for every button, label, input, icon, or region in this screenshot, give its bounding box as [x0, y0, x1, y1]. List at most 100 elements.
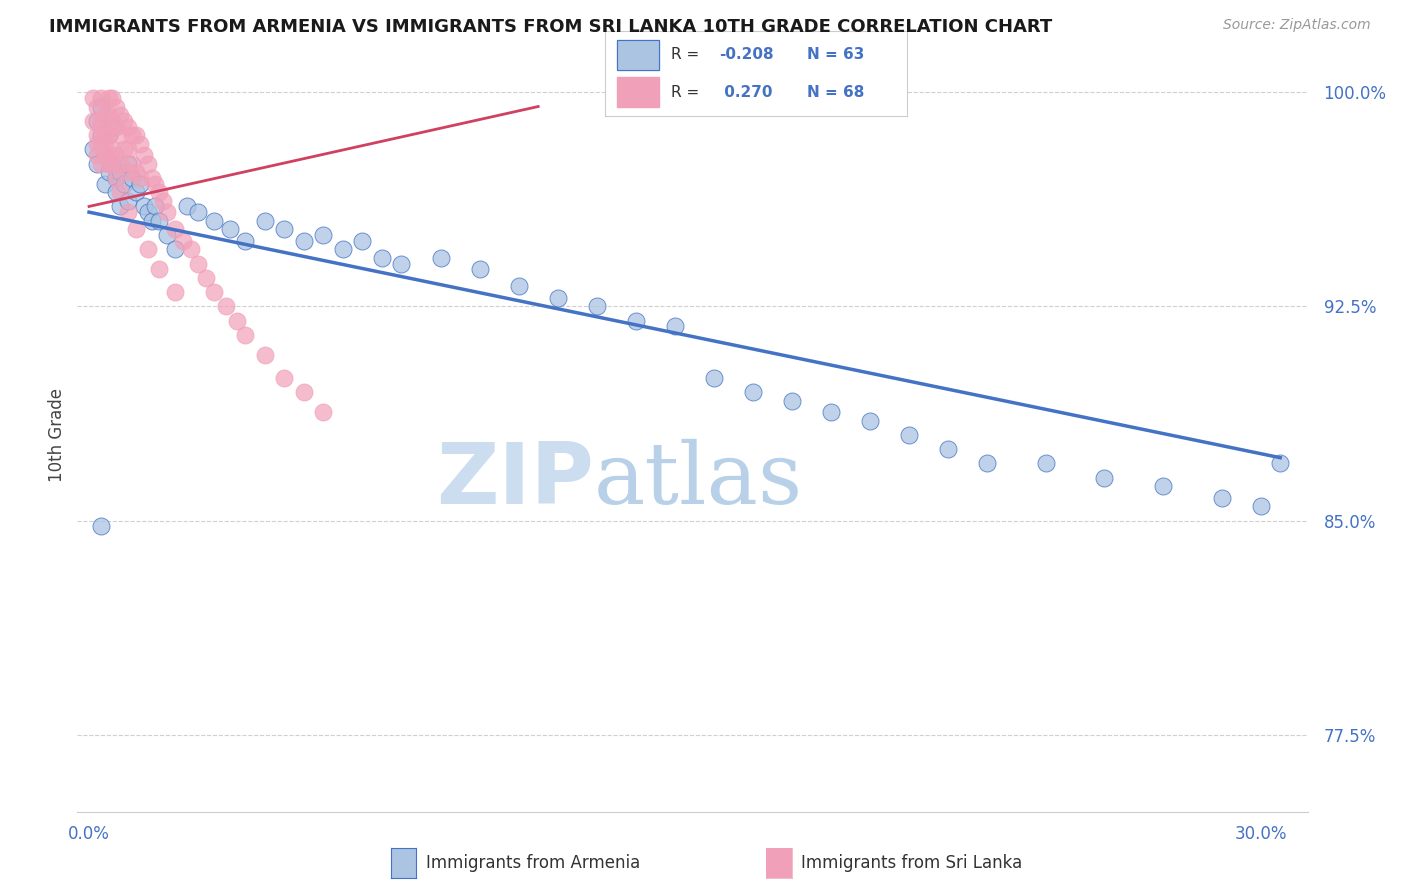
Point	[86, 156, 108, 170]
Point	[117, 165, 139, 179]
Point	[332, 242, 354, 256]
Point	[936, 442, 959, 457]
Point	[898, 427, 921, 442]
Point	[90, 113, 112, 128]
Point	[97, 108, 120, 122]
Bar	[617, 77, 659, 108]
Point	[163, 285, 186, 299]
Text: 0.270: 0.270	[720, 85, 773, 100]
Point	[226, 313, 249, 327]
Point	[273, 222, 295, 236]
Text: IMMIGRANTS FROM ARMENIA VS IMMIGRANTS FROM SRI LANKA 10TH GRADE CORRELATION CHAR: IMMIGRANTS FROM ARMENIA VS IMMIGRANTS FR…	[49, 18, 1053, 36]
Point	[152, 194, 174, 208]
Point	[117, 194, 139, 208]
Point	[112, 177, 135, 191]
Point	[90, 136, 112, 151]
Text: Immigrants from Armenia: Immigrants from Armenia	[426, 854, 640, 871]
Y-axis label: 10th Grade: 10th Grade	[48, 388, 66, 482]
Point	[136, 156, 159, 170]
Point	[1152, 479, 1174, 493]
Point	[101, 156, 124, 170]
Point	[90, 91, 112, 105]
Point	[1211, 491, 1233, 505]
Point	[86, 99, 108, 113]
Point	[429, 251, 451, 265]
Point	[468, 262, 491, 277]
Point	[101, 156, 124, 170]
Point	[93, 177, 115, 191]
Point	[742, 384, 765, 399]
Text: R =: R =	[671, 85, 699, 100]
Point	[82, 142, 104, 156]
Point	[125, 128, 148, 142]
Point	[110, 199, 132, 213]
Point	[218, 222, 240, 236]
Text: Immigrants from Sri Lanka: Immigrants from Sri Lanka	[801, 854, 1022, 871]
Point	[97, 165, 120, 179]
Point	[624, 313, 647, 327]
Point	[202, 285, 225, 299]
Point	[1035, 457, 1057, 471]
Point	[86, 128, 108, 142]
Text: Source: ZipAtlas.com: Source: ZipAtlas.com	[1223, 18, 1371, 32]
Point	[97, 91, 120, 105]
Point	[156, 227, 179, 242]
Point	[547, 291, 569, 305]
Point	[125, 165, 148, 179]
Point	[128, 136, 150, 151]
Point	[145, 177, 167, 191]
Point	[820, 405, 842, 419]
Point	[110, 185, 132, 199]
Point	[90, 519, 112, 533]
Point	[233, 234, 256, 248]
Text: ZIP: ZIP	[436, 439, 595, 522]
Point	[90, 128, 112, 142]
Point	[93, 148, 115, 162]
Point	[128, 177, 150, 191]
Point	[253, 348, 276, 362]
Point	[105, 170, 128, 185]
Point	[292, 234, 315, 248]
Point	[112, 113, 135, 128]
Point	[117, 120, 139, 134]
Point	[172, 234, 194, 248]
Point	[128, 170, 150, 185]
Point	[292, 384, 315, 399]
Point	[117, 142, 139, 156]
Point	[121, 170, 143, 185]
Point	[93, 136, 115, 151]
Point	[136, 205, 159, 219]
Text: R =: R =	[671, 47, 699, 62]
Point	[141, 213, 163, 227]
Point	[93, 108, 115, 122]
Point	[136, 242, 159, 256]
Point	[202, 213, 225, 227]
Point	[90, 99, 112, 113]
Point	[110, 165, 132, 179]
Point	[110, 156, 132, 170]
Point	[132, 199, 155, 213]
Point	[1250, 500, 1272, 514]
Point	[97, 148, 120, 162]
Point	[86, 136, 108, 151]
Point	[110, 128, 132, 142]
Point	[253, 213, 276, 227]
Point	[86, 148, 108, 162]
Point	[312, 227, 335, 242]
Point	[141, 170, 163, 185]
Point	[97, 128, 120, 142]
Point	[1270, 457, 1292, 471]
Text: N = 63: N = 63	[807, 47, 865, 62]
Point	[121, 156, 143, 170]
Point	[93, 128, 115, 142]
Point	[82, 113, 104, 128]
Point	[664, 319, 686, 334]
Point	[148, 213, 170, 227]
Point	[132, 148, 155, 162]
Point	[90, 156, 112, 170]
Point	[156, 205, 179, 219]
Point	[176, 199, 198, 213]
Point	[90, 120, 112, 134]
Point	[105, 148, 128, 162]
Point	[101, 120, 124, 134]
